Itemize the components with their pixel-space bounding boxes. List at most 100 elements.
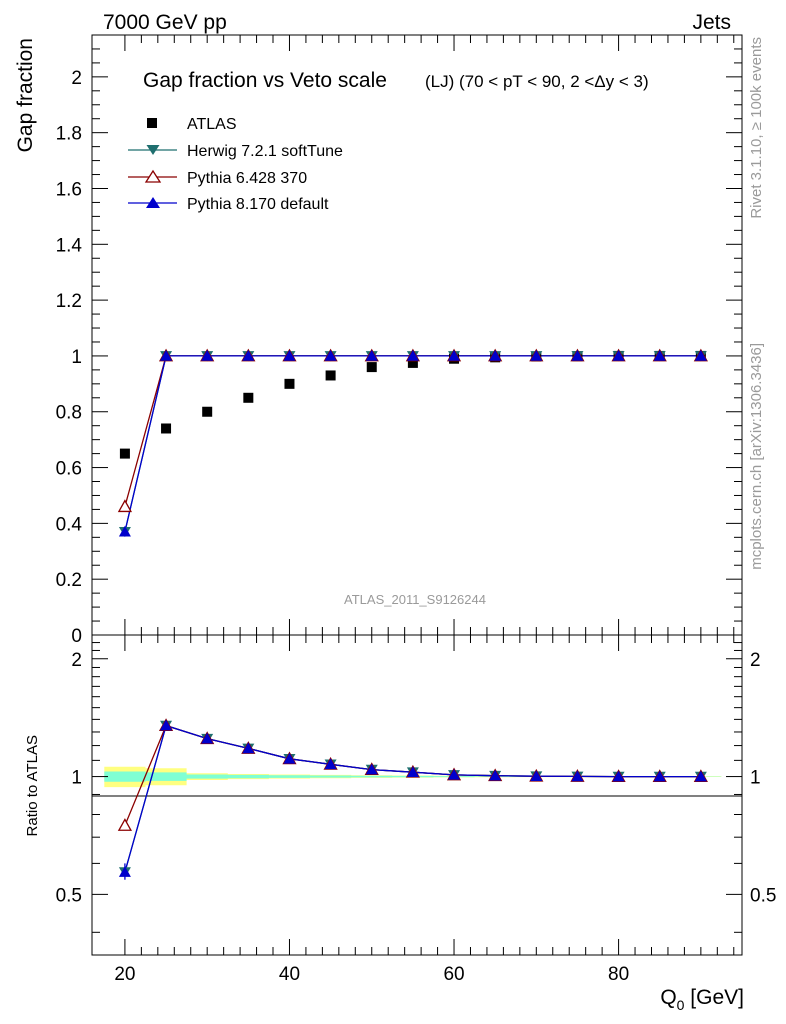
main-point-atlas <box>325 370 336 381</box>
mcplots-label: mcplots.cern.ch [arXiv:1306.3436] <box>748 343 765 570</box>
main-point-pythia8 <box>694 349 707 361</box>
main-ytick-label: 0.2 <box>56 570 82 591</box>
legend-marker-pythia6 <box>144 169 162 183</box>
main-ytick-label: 0 <box>71 626 82 647</box>
main-point-pythia8 <box>365 349 378 361</box>
x-axis-label-q: Q <box>660 986 676 1009</box>
legend-item-pythia6: Pythia 6.428 370 <box>128 169 307 187</box>
ratio-point-pythia8 <box>365 763 378 775</box>
main-ytick-label: 0.6 <box>56 459 82 480</box>
ratio-y-ticks: 0.5 0.5 1 1 2 2 <box>56 642 776 933</box>
x-axis-label-subscript: 0 <box>677 997 685 1013</box>
header-right-title: Jets <box>692 11 731 34</box>
main-point-atlas <box>284 378 295 389</box>
main-point-pythia8 <box>406 349 419 361</box>
main-point-pythia8 <box>160 349 173 361</box>
ratio-point-pythia6 <box>117 818 133 831</box>
main-point-pythia8 <box>489 349 502 361</box>
ratio-point-pythia8 <box>653 770 666 782</box>
ratio-xtick-label: 80 <box>608 964 629 985</box>
ratio-point-pythia8 <box>448 768 461 780</box>
main-ytick-label: 1.8 <box>56 124 82 145</box>
rivet-version-label: Rivet 3.1.10, ≥ 100k events <box>748 37 765 219</box>
main-data-layer <box>117 348 708 538</box>
ratio-point-pythia8 <box>530 770 543 782</box>
main-ytick-label: 1 <box>71 347 82 368</box>
ratio-xtick-label: 40 <box>279 964 300 985</box>
main-chart-title: Gap fraction vs Veto scale <box>143 69 387 92</box>
ratio-point-pythia8 <box>571 770 584 782</box>
ratio-x-ticks: 20 40 60 80 <box>114 635 735 985</box>
main-point-atlas <box>243 392 254 403</box>
main-point-pythia8 <box>571 349 584 361</box>
main-ytick-label: 2 <box>71 68 82 89</box>
ratio-ytick-label: 2 <box>71 650 82 671</box>
main-ytick-label: 0.8 <box>56 403 82 424</box>
main-point-atlas <box>366 362 377 373</box>
main-point-pythia8 <box>324 349 337 361</box>
ratio-xtick-label: 20 <box>114 964 135 985</box>
legend-item-atlas: ATLAS <box>147 116 237 133</box>
ratio-point-pythia8 <box>612 770 625 782</box>
main-point-pythia6 <box>117 499 133 513</box>
legend-label-pythia6: Pythia 6.428 370 <box>187 170 307 187</box>
main-ytick-label: 0.4 <box>56 514 83 535</box>
ratio-point-pythia8 <box>242 742 255 754</box>
ratio-series-line-pythia8 <box>124 724 701 873</box>
ratio-point-pythia8 <box>283 752 296 764</box>
main-point-pythia8 <box>118 525 131 537</box>
ratio-ytick-label: 0.5 <box>56 885 82 906</box>
ratio-point-pythia8 <box>201 732 214 744</box>
main-point-pythia8 <box>530 349 543 361</box>
main-point-pythia8 <box>283 349 296 361</box>
main-ytick-label: 1.4 <box>56 235 83 256</box>
main-y-ticks: 0 0.2 0.4 0.6 0.8 1 1.2 1.4 1.6 1.8 2 <box>56 34 742 647</box>
ratio-plot-frame <box>91 634 743 956</box>
watermark: ATLAS_2011_S9126244 <box>344 592 486 607</box>
ratio-plot-panel: 0.5 0.5 1 1 2 2 20 40 60 80 Ratio to ATLAS Q0 [G… <box>24 634 776 1013</box>
legend: ATLAS Herwig 7.2.1 softTune Pythia 6.428… <box>128 116 343 213</box>
legend-label-pythia8: Pythia 8.170 default <box>187 196 329 213</box>
ratio-ytick-label: 1 <box>71 768 82 789</box>
ratio-ytick-label-right: 0.5 <box>750 885 776 906</box>
main-point-pythia8 <box>612 349 625 361</box>
main-y-axis-label: Gap fraction <box>14 38 37 152</box>
main-point-pythia8 <box>242 349 255 361</box>
legend-marker-pythia8 <box>146 197 160 208</box>
main-ytick-label: 1.6 <box>56 179 82 200</box>
legend-label-atlas: ATLAS <box>187 116 237 133</box>
ratio-point-pythia8 <box>406 766 419 778</box>
legend-item-pythia8: Pythia 8.170 default <box>128 196 329 213</box>
ratio-data-layer <box>117 718 708 880</box>
main-point-atlas <box>407 357 418 368</box>
main-plot-panel: 0 0.2 0.4 0.6 0.8 1 1.2 1.4 1.6 1.8 2 Gap fraction… <box>14 34 743 647</box>
main-series-line-pythia6 <box>124 355 701 507</box>
legend-marker-herwig <box>146 145 160 155</box>
main-point-pythia8 <box>653 349 666 361</box>
legend-marker-atlas <box>147 118 157 128</box>
ratio-point-pythia8 <box>160 719 173 731</box>
main-series-line-pythia8 <box>124 355 701 532</box>
main-point-atlas <box>202 406 213 417</box>
main-ytick-label: 1.2 <box>56 291 82 312</box>
ratio-point-pythia8 <box>694 770 707 782</box>
ratio-point-pythia8 <box>324 758 337 770</box>
x-axis-label: Q0 [GeV] <box>660 986 744 1013</box>
main-x-ticks <box>124 35 735 635</box>
ratio-series-line-herwig <box>124 724 701 873</box>
main-point-pythia8 <box>448 349 461 361</box>
x-axis-label-unit: [GeV] <box>684 986 744 1009</box>
main-chart-title-suffix: (LJ) (70 < pT < 90, 2 <Δy < 3) <box>425 72 649 91</box>
ratio-xtick-label: 60 <box>443 964 464 985</box>
ratio-point-pythia8 <box>489 769 502 781</box>
ratio-ytick-label-right: 1 <box>750 768 761 789</box>
legend-label-herwig: Herwig 7.2.1 softTune <box>187 143 343 160</box>
main-point-atlas <box>119 448 130 459</box>
ratio-y-axis-label: Ratio to ATLAS <box>24 735 41 836</box>
main-point-pythia8 <box>201 349 214 361</box>
header-left-title: 7000 GeV pp <box>103 11 227 34</box>
main-point-atlas <box>161 423 172 434</box>
legend-item-herwig: Herwig 7.2.1 softTune <box>128 143 343 160</box>
ratio-ytick-label-right: 2 <box>750 650 761 671</box>
